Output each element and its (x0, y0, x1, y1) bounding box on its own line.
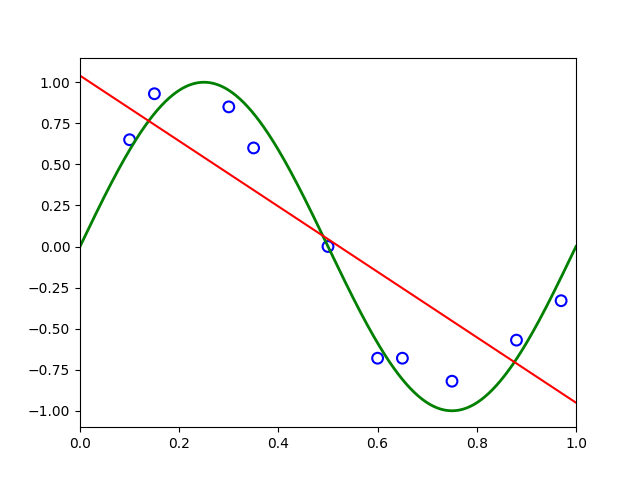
Point (149, 90, 159, 97)
Point (248, 144, 259, 152)
Point (323, 243, 333, 251)
Point (511, 336, 522, 344)
Point (447, 377, 457, 385)
Point (397, 354, 408, 362)
Point (224, 103, 234, 111)
Point (556, 297, 566, 304)
Point (372, 354, 383, 362)
Point (124, 136, 135, 144)
